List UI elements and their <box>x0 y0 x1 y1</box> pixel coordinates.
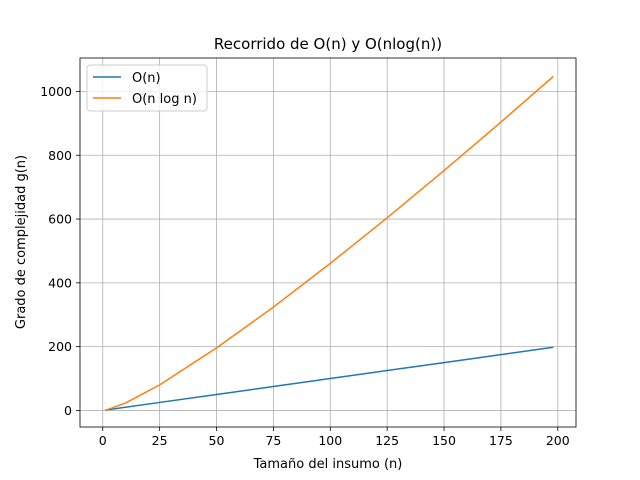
y-axis: 0 200 400 600 800 1000 <box>40 84 80 418</box>
x-tick-label: 175 <box>489 433 513 448</box>
y-tick-label: 0 <box>64 403 72 418</box>
legend-label-1: O(n log n) <box>132 92 197 107</box>
grid <box>80 58 576 427</box>
x-tick-label: 100 <box>318 433 342 448</box>
y-tick-label: 600 <box>48 212 72 227</box>
legend: O(n) O(n log n) <box>86 64 208 112</box>
y-axis-label: Grado de complejidad g(n) <box>14 155 29 329</box>
x-axis-label: Tamaño del insumo (n) <box>253 457 403 472</box>
chart-title: Recorrido de O(n) y O(nlog(n)) <box>214 35 442 53</box>
x-tick-label: 25 <box>152 433 168 448</box>
x-tick-label: 125 <box>375 433 399 448</box>
y-tick-label: 800 <box>48 148 72 163</box>
y-tick-label: 1000 <box>40 84 72 99</box>
series-line-1 <box>104 75 554 412</box>
x-tick-label: 75 <box>265 433 281 448</box>
x-axis: 0 25 50 75 100 125 150 175 200 <box>99 427 570 448</box>
y-tick-label: 400 <box>48 275 72 290</box>
plot-frame <box>79 57 577 428</box>
x-tick-label: 0 <box>99 433 107 448</box>
x-tick-label: 200 <box>546 433 570 448</box>
legend-label-0: O(n) <box>132 71 161 86</box>
series-line-0 <box>104 346 554 411</box>
x-tick-label: 150 <box>432 433 456 448</box>
x-tick-label: 50 <box>209 433 225 448</box>
y-tick-label: 200 <box>48 339 72 354</box>
series-lines <box>104 75 554 412</box>
